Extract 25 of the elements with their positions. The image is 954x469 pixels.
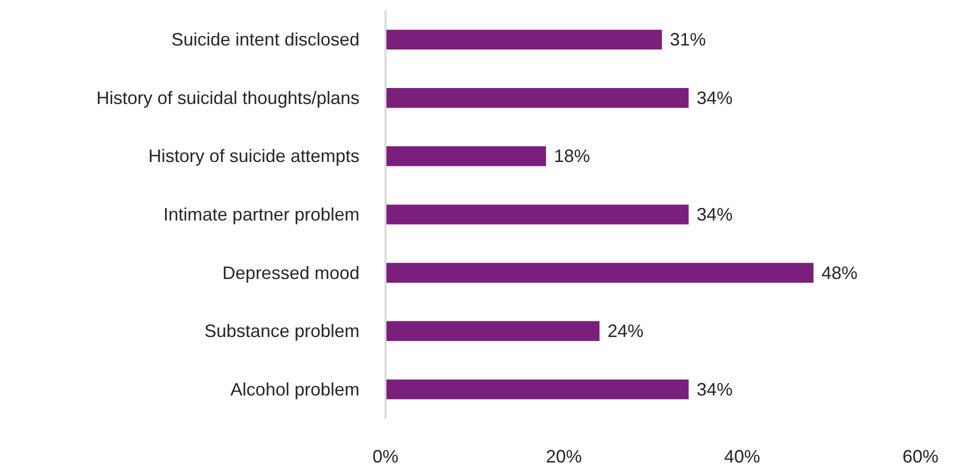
x-tick-label: 60% bbox=[902, 446, 939, 466]
bar bbox=[386, 146, 546, 166]
y-tick-label: History of suicide attempts bbox=[148, 146, 360, 166]
y-tick-label: Suicide intent disclosed bbox=[171, 30, 360, 50]
y-tick-label: Substance problem bbox=[204, 321, 360, 342]
bar bbox=[386, 321, 600, 341]
bar bbox=[386, 204, 689, 224]
y-tick-label: Intimate partner problem bbox=[163, 204, 360, 224]
x-tick-label: 40% bbox=[724, 446, 760, 466]
bar bbox=[386, 262, 814, 283]
data-label: 31% bbox=[670, 30, 706, 50]
bar bbox=[386, 379, 689, 400]
x-tick-label: 0% bbox=[372, 446, 399, 466]
data-label: 48% bbox=[822, 262, 858, 283]
bar bbox=[386, 88, 689, 108]
y-tick-label: Depressed mood bbox=[222, 262, 360, 283]
data-label: 24% bbox=[608, 321, 644, 342]
data-label: 18% bbox=[554, 146, 590, 166]
y-tick-label: Alcohol problem bbox=[230, 379, 360, 400]
y-tick-label: History of suicidal thoughts/plans bbox=[96, 88, 360, 108]
data-label: 34% bbox=[696, 379, 733, 400]
x-tick-label: 20% bbox=[546, 446, 582, 466]
data-label: 34% bbox=[696, 204, 733, 224]
data-label: 34% bbox=[696, 88, 733, 108]
bar bbox=[386, 30, 662, 50]
